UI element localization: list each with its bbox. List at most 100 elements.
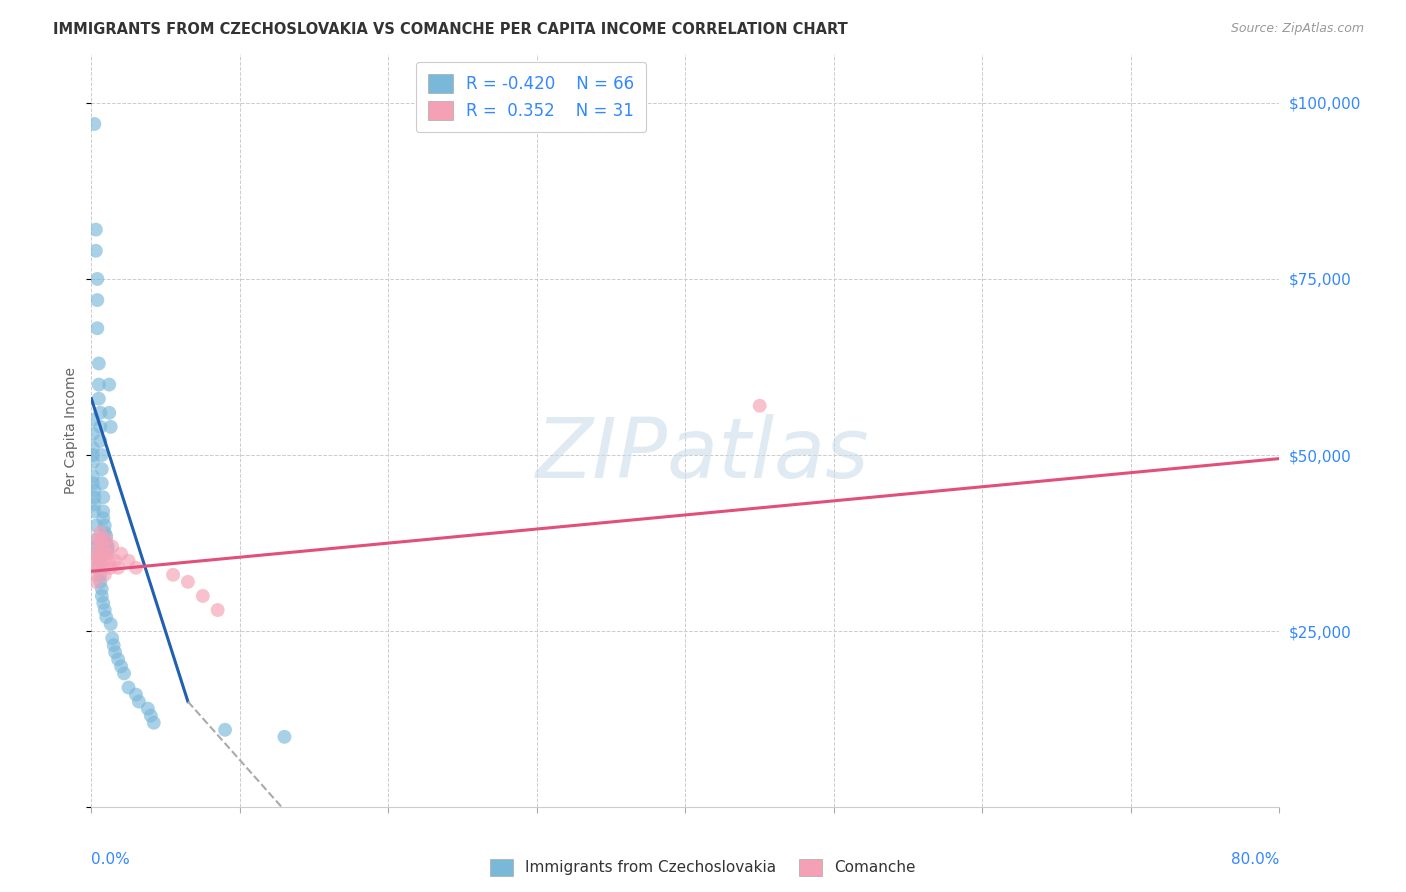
Point: [87, 554, 110, 568]
Point: [214, 723, 236, 737]
Point: [104, 554, 127, 568]
Point: [100, 617, 122, 632]
Text: 80.0%: 80.0%: [1232, 852, 1279, 867]
Point: [98, 377, 121, 392]
Point: [87, 560, 110, 574]
Point: [89, 574, 111, 589]
Point: [82, 448, 104, 462]
Point: [86, 560, 108, 574]
Point: [89, 525, 111, 540]
Point: [90, 448, 112, 462]
Point: [82, 554, 104, 568]
Point: [110, 659, 132, 673]
Point: [117, 681, 139, 695]
Point: [125, 688, 148, 702]
Point: [83, 491, 105, 505]
Point: [89, 434, 111, 448]
Legend: Immigrants from Czechoslovakia, Comanche: Immigrants from Czechoslovakia, Comanche: [484, 853, 922, 881]
Point: [97, 547, 120, 561]
Point: [96, 536, 118, 550]
Point: [84, 574, 107, 589]
Point: [136, 701, 159, 715]
Point: [103, 638, 125, 652]
Point: [83, 504, 105, 518]
Point: [90, 462, 112, 476]
Y-axis label: Per Capita Income: Per Capita Income: [65, 367, 79, 494]
Point: [82, 455, 104, 469]
Point: [98, 406, 121, 420]
Text: Source: ZipAtlas.com: Source: ZipAtlas.com: [1230, 22, 1364, 36]
Point: [82, 441, 104, 455]
Point: [82, 413, 104, 427]
Point: [98, 554, 121, 568]
Point: [87, 377, 110, 392]
Point: [82, 426, 104, 441]
Point: [94, 603, 117, 617]
Point: [89, 406, 111, 420]
Point: [90, 533, 112, 547]
Point: [84, 533, 107, 547]
Point: [90, 589, 112, 603]
Text: 0.0%: 0.0%: [91, 852, 131, 867]
Point: [177, 574, 200, 589]
Point: [104, 645, 127, 659]
Text: IMMIGRANTS FROM CZECHOSLOVAKIA VS COMANCHE PER CAPITA INCOME CORRELATION CHART: IMMIGRANTS FROM CZECHOSLOVAKIA VS COMANC…: [53, 22, 848, 37]
Point: [142, 715, 165, 730]
Point: [100, 420, 122, 434]
Point: [91, 491, 114, 505]
Point: [87, 554, 110, 568]
Point: [84, 547, 107, 561]
Point: [162, 567, 184, 582]
Point: [91, 540, 114, 554]
Point: [128, 695, 150, 709]
Point: [86, 272, 108, 286]
Point: [207, 603, 229, 617]
Point: [96, 533, 118, 547]
Point: [84, 222, 107, 236]
Point: [86, 540, 108, 554]
Point: [110, 547, 132, 561]
Point: [107, 652, 129, 666]
Point: [91, 596, 114, 610]
Point: [91, 504, 114, 518]
Point: [82, 469, 104, 483]
Point: [112, 666, 135, 681]
Point: [748, 399, 770, 413]
Point: [96, 610, 118, 624]
Point: [101, 540, 124, 554]
Point: [117, 554, 139, 568]
Point: [86, 533, 108, 547]
Point: [101, 631, 124, 645]
Point: [125, 560, 148, 574]
Point: [90, 554, 112, 568]
Point: [83, 567, 105, 582]
Point: [97, 540, 120, 554]
Point: [89, 547, 111, 561]
Point: [94, 547, 117, 561]
Point: [94, 525, 117, 540]
Point: [90, 582, 112, 596]
Point: [90, 476, 112, 491]
Point: [84, 244, 107, 258]
Point: [94, 518, 117, 533]
Point: [86, 321, 108, 335]
Point: [97, 543, 120, 558]
Point: [273, 730, 295, 744]
Point: [89, 567, 111, 582]
Point: [107, 560, 129, 574]
Point: [87, 392, 110, 406]
Point: [83, 117, 105, 131]
Point: [84, 518, 107, 533]
Point: [87, 540, 110, 554]
Point: [83, 483, 105, 498]
Point: [86, 293, 108, 307]
Legend: R = -0.420    N = 66, R =  0.352    N = 31: R = -0.420 N = 66, R = 0.352 N = 31: [416, 62, 645, 132]
Text: ZIPatlas: ZIPatlas: [536, 415, 870, 495]
Point: [96, 529, 118, 543]
Point: [87, 356, 110, 370]
Point: [82, 476, 104, 491]
Point: [91, 511, 114, 525]
Point: [86, 547, 108, 561]
Point: [91, 560, 114, 574]
Point: [94, 567, 117, 582]
